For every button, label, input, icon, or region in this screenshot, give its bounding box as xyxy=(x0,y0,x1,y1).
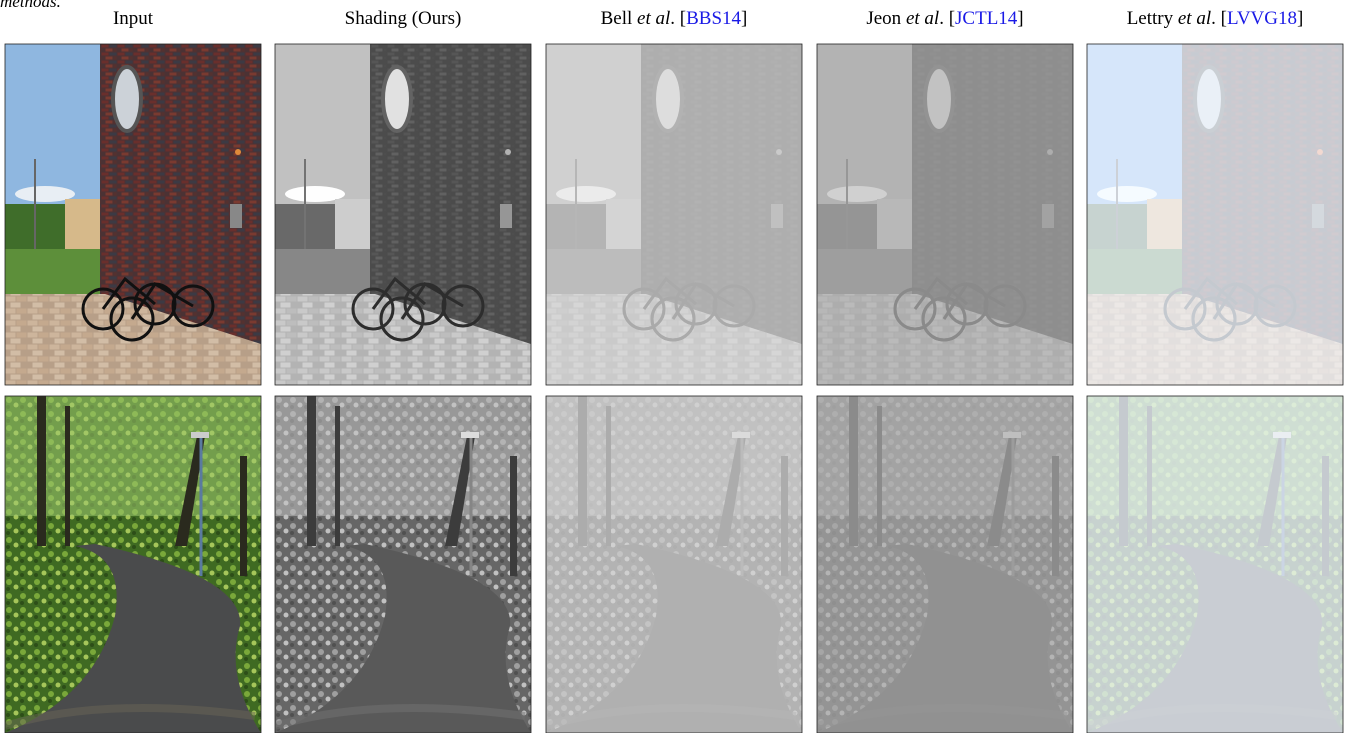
page: methods. InputShading (Ours)Bell et al. … xyxy=(0,0,1349,733)
header-text: et al xyxy=(1178,8,1211,29)
column-header: Jeon et al. [JCTL14] xyxy=(866,8,1023,29)
image xyxy=(275,44,531,385)
citation[interactable]: LVVG18 xyxy=(1227,8,1297,29)
image xyxy=(1087,44,1343,385)
header-text: . [ xyxy=(939,8,955,29)
column-header: Input xyxy=(113,8,154,29)
image xyxy=(817,44,1073,385)
header-text: et al xyxy=(637,8,670,29)
caption-fragment: methods. xyxy=(0,0,61,11)
image xyxy=(546,396,802,733)
header-text: Bell xyxy=(601,8,637,29)
citation[interactable]: BBS14 xyxy=(686,8,741,29)
image xyxy=(817,396,1073,733)
column-header: Shading (Ours) xyxy=(345,8,462,29)
image xyxy=(1087,396,1343,733)
header-text: et al xyxy=(906,8,939,29)
image xyxy=(275,396,531,733)
header-text: . [ xyxy=(1211,8,1227,29)
image xyxy=(5,44,261,385)
header-text: ] xyxy=(1297,8,1303,29)
header-text: Input xyxy=(113,8,154,29)
header-text: Lettry xyxy=(1127,8,1178,29)
header-text: Shading (Ours) xyxy=(345,8,462,29)
image xyxy=(546,44,802,385)
column-header: Bell et al. [BBS14] xyxy=(601,8,748,29)
header-text: ] xyxy=(741,8,747,29)
header-text: . [ xyxy=(670,8,686,29)
column-header: Lettry et al. [LVVG18] xyxy=(1127,8,1304,29)
figure: methods. InputShading (Ours)Bell et al. … xyxy=(0,0,1349,733)
citation[interactable]: JCTL14 xyxy=(955,8,1018,29)
header-text: ] xyxy=(1017,8,1023,29)
header-text: Jeon xyxy=(866,8,906,29)
image xyxy=(5,396,261,733)
